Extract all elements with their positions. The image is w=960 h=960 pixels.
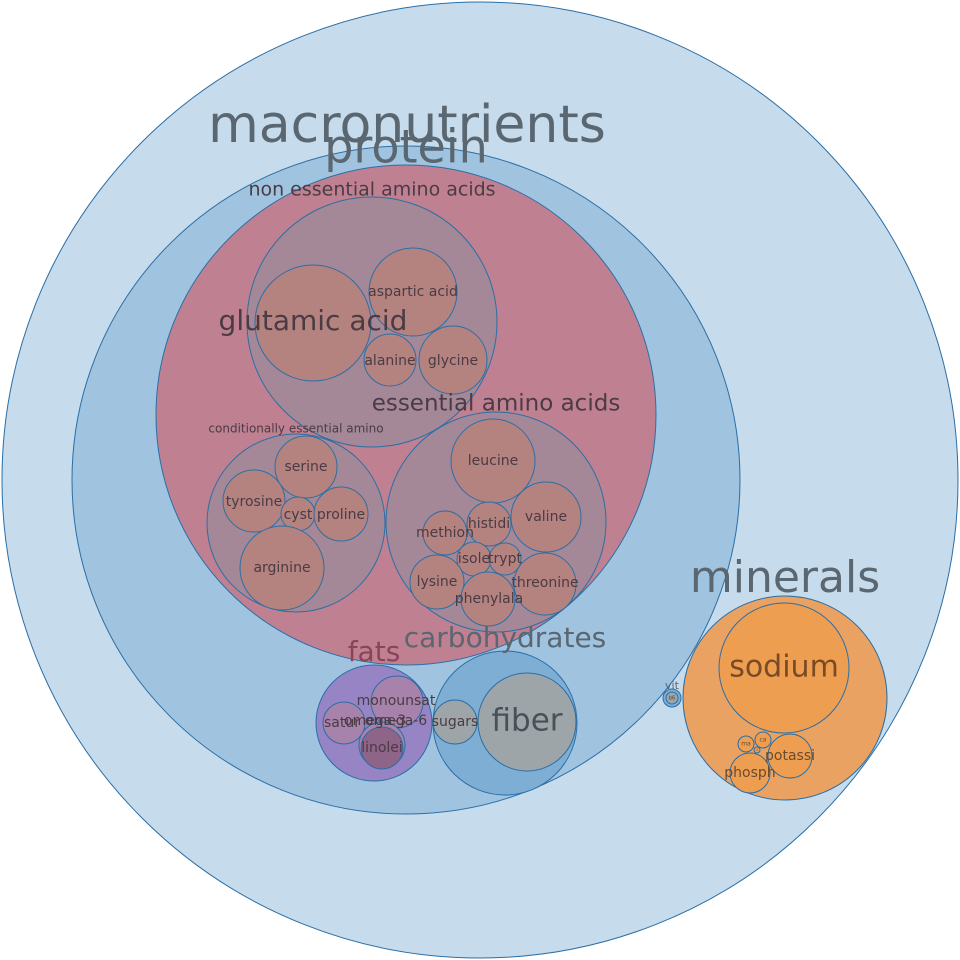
threonine-label: threonine [511, 575, 578, 591]
calcium-bubble [754, 731, 772, 749]
histidine-bubble [466, 501, 512, 547]
leucine-label: leucine [468, 453, 518, 469]
aspartic-acid-label: aspartic acid [368, 284, 458, 300]
glutamic-acid-bubble [254, 264, 372, 382]
histidine-label: histidi [468, 516, 510, 532]
glycine-label: glycine [428, 353, 478, 369]
minerals-label: minerals [690, 552, 880, 603]
glutamic-acid-label: glutamic acid [219, 304, 408, 337]
sugars-label: sugars [432, 714, 479, 730]
protein-label: protein [324, 120, 488, 174]
vitamin-b6-bubble [665, 691, 679, 705]
iron-bubble [753, 746, 761, 754]
linoleic-bubble [360, 726, 404, 770]
potassium-label: potassi [765, 748, 815, 764]
valine-label: valine [525, 509, 567, 525]
glycine-bubble [418, 325, 488, 395]
threonine-bubble [513, 552, 577, 616]
magnesium-label: ma [741, 741, 751, 748]
sodium-bubble [718, 602, 850, 734]
non-essential-amino-acids-label: non essential amino acids [248, 179, 495, 201]
fiber-bubble [477, 672, 577, 772]
lysine-bubble [409, 554, 465, 610]
phosphorus-bubble [729, 752, 771, 794]
fiber-label: fiber [491, 703, 562, 739]
omega-6-label: omega-6 [365, 713, 427, 729]
proline-label: proline [317, 507, 365, 523]
tyrosine-bubble [222, 469, 286, 533]
monounsaturated-label: monounsat [357, 693, 436, 709]
sodium-label: sodium [729, 650, 839, 685]
vitamins-label: vit [665, 679, 680, 692]
conditionally-essential-amino-label: conditionally essential amino [208, 422, 383, 436]
isoleucine-label: isole [458, 551, 490, 567]
methionine-bubble [422, 510, 468, 556]
arginine-bubble [239, 525, 325, 611]
calcium-label: ca [760, 737, 767, 744]
cystine-label: cyst [284, 507, 313, 523]
fats-label: fats [348, 635, 401, 668]
alanine-label: alanine [364, 353, 415, 369]
valine-bubble [510, 481, 582, 553]
serine-label: serine [284, 459, 327, 475]
macronutrients-label: macronutrients [208, 95, 606, 155]
phenylalanine-label: phenylala [455, 591, 523, 607]
saturated-bubble [322, 701, 366, 745]
magnesium-bubble [737, 735, 755, 753]
carbohydrates-label: carbohydrates [404, 621, 607, 654]
sugars-bubble [432, 699, 478, 745]
alanine-bubble [363, 333, 417, 387]
serine-bubble [274, 435, 338, 499]
phosphorus-label: phosph [724, 765, 775, 781]
iron-label: ir [756, 748, 759, 752]
tryptophan-bubble [488, 542, 522, 576]
saturated-label: satur [324, 715, 360, 731]
lysine-label: lysine [417, 574, 458, 590]
arginine-label: arginine [253, 560, 310, 576]
tryptophan-label: trypt [488, 551, 522, 567]
essential-amino-acids-label: essential amino acids [372, 391, 621, 417]
aspartic-acid-bubble [368, 247, 458, 337]
methionine-label: methion [416, 525, 474, 541]
omega-3-label: omega-3 [344, 713, 406, 729]
tyrosine-label: tyrosine [226, 494, 282, 510]
linoleic-label: linolei [361, 740, 403, 756]
proline-bubble [313, 486, 369, 542]
potassium-bubble [767, 733, 813, 779]
vitamin-b6-label: b6 [669, 696, 675, 702]
phenylalanine-bubble [460, 571, 516, 627]
